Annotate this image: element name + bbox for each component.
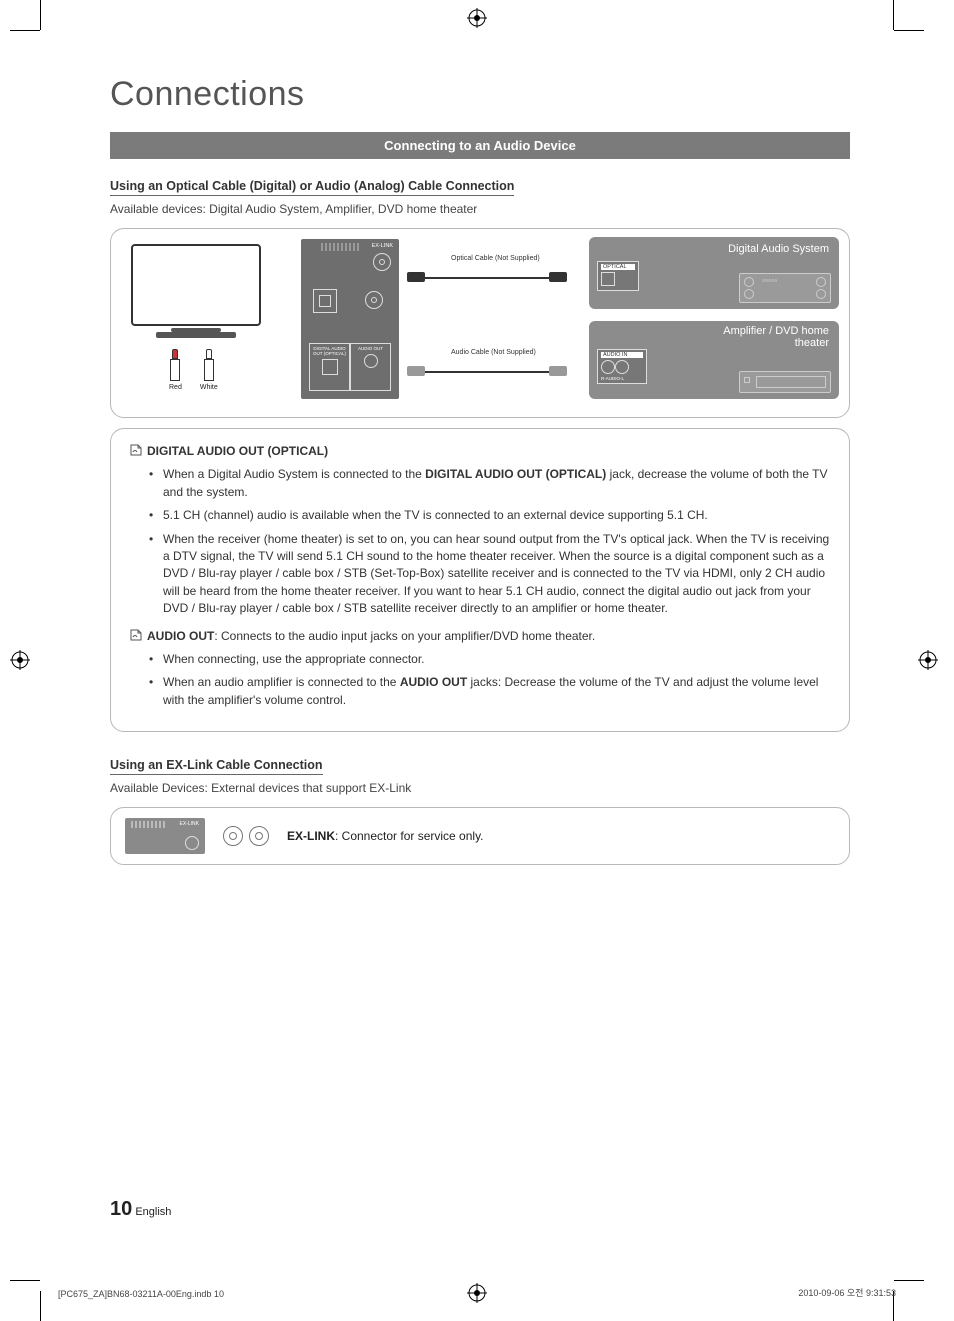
rca-plugs: Red White: [169, 349, 218, 391]
notes-box: DIGITAL AUDIO OUT (OPTICAL) When a Digit…: [110, 428, 850, 732]
imprint-left: [PC675_ZA]BN68-03211A-00Eng.indb 10: [58, 1289, 224, 1299]
imprint-right: 2010-09-06 오전 9:31:53: [798, 1286, 896, 1299]
list-item: When a Digital Audio System is connected…: [163, 466, 831, 501]
plug-white: White: [200, 349, 218, 391]
exlink-panel-label: EX-LINK: [180, 821, 199, 827]
crop-mark: [10, 30, 40, 31]
content-area: Connections Connecting to an Audio Devic…: [110, 75, 850, 865]
audio-in-label: AUDIO IN: [601, 352, 643, 358]
list-item: When the receiver (home theater) is set …: [163, 531, 831, 618]
connection-diagram: Red White EX-LINK DIGITAL AUDIO OUT (OPT…: [110, 228, 850, 418]
crop-mark: [894, 30, 924, 31]
tv-icon: [131, 244, 261, 338]
crop-mark: [893, 0, 894, 30]
panel-exlink-label: EX-LINK: [372, 243, 393, 249]
exlink-jack-icon: [373, 253, 391, 271]
optical-in-port: OPTICAL: [597, 261, 639, 291]
jack-icon: [223, 826, 243, 846]
available-devices-text: Available Devices: External devices that…: [110, 781, 850, 795]
cable-connector-icon: [407, 366, 425, 376]
crop-mark: [40, 1291, 41, 1321]
note-icon: [129, 443, 143, 457]
panel-port-labels: DIGITAL AUDIO OUT (OPTICAL) AUDIO OUT: [309, 343, 391, 391]
digital-audio-out-label: DIGITAL AUDIO OUT (OPTICAL): [313, 347, 346, 357]
amplifier-label: Amplifier / DVD home theater: [699, 325, 829, 349]
exlink-jacks: [223, 826, 269, 846]
audio-cable: [411, 371, 561, 373]
note-icon: [129, 628, 143, 642]
crop-mark: [10, 1280, 40, 1281]
audio-out-label: AUDIO OUT: [354, 347, 387, 352]
cable-connector-icon: [549, 272, 567, 282]
cable-connector-icon: [549, 366, 567, 376]
optical-cable-label: Optical Cable (Not Supplied): [451, 255, 540, 262]
registration-mark-icon: [10, 650, 30, 670]
page-footer: 10 English: [110, 1198, 171, 1221]
list-item: When an audio amplifier is connected to …: [163, 674, 831, 709]
registration-mark-icon: [918, 650, 938, 670]
device-body-icon: ○○○○○: [739, 273, 831, 303]
note-heading: DIGITAL AUDIO OUT (OPTICAL): [129, 443, 831, 460]
r-audio-l-label: R-AUDIO-L: [601, 376, 643, 381]
audio-cable-label: Audio Cable (Not Supplied): [451, 349, 536, 356]
registration-mark-icon: [467, 1283, 487, 1303]
list-item: 5.1 CH (channel) audio is available when…: [163, 507, 831, 524]
plug-red: Red: [169, 349, 182, 391]
optical-port-icon: [313, 289, 337, 313]
audio-jack-icon: [365, 291, 383, 309]
audio-in-port: AUDIO IN R-AUDIO-L: [597, 349, 647, 384]
registration-mark-icon: [467, 8, 487, 28]
available-devices-text: Available devices: Digital Audio System,…: [110, 202, 850, 216]
optical-cable: [411, 277, 561, 279]
cable-connector-icon: [407, 272, 425, 282]
subsection-heading: Using an Optical Cable (Digital) or Audi…: [110, 179, 514, 196]
page-title: Connections: [110, 75, 850, 114]
note-list: When a Digital Audio System is connected…: [129, 466, 831, 617]
exlink-panel-icon: EX-LINK: [125, 818, 205, 854]
crop-mark: [40, 0, 41, 30]
note-heading: AUDIO OUT: Connects to the audio input j…: [129, 628, 831, 645]
page-number: 10: [110, 1198, 132, 1220]
page: Connections Connecting to an Audio Devic…: [0, 0, 954, 1321]
device-body-icon: [739, 371, 831, 393]
plug-white-label: White: [200, 384, 218, 391]
amplifier-box: Amplifier / DVD home theater AUDIO IN R-…: [589, 321, 839, 399]
optical-label: OPTICAL: [601, 264, 635, 270]
plug-red-label: Red: [169, 384, 182, 391]
note-list: When connecting, use the appropriate con…: [129, 651, 831, 709]
list-item: When connecting, use the appropriate con…: [163, 651, 831, 668]
tv-rear-panel: EX-LINK DIGITAL AUDIO OUT (OPTICAL) AUDI…: [301, 239, 399, 399]
digital-audio-system-label: Digital Audio System: [728, 243, 829, 255]
section-header: Connecting to an Audio Device: [110, 132, 850, 159]
exlink-diagram: EX-LINK EX-LINK: Connector for service o…: [110, 807, 850, 865]
subsection-heading: Using an EX-Link Cable Connection: [110, 758, 323, 775]
digital-audio-system-box: Digital Audio System OPTICAL ○○○○○: [589, 237, 839, 309]
note-heading-text: DIGITAL AUDIO OUT (OPTICAL): [147, 444, 328, 458]
page-language: English: [135, 1206, 171, 1218]
jack-icon: [249, 826, 269, 846]
crop-mark: [894, 1280, 924, 1281]
exlink-text: EX-LINK: Connector for service only.: [287, 829, 484, 843]
